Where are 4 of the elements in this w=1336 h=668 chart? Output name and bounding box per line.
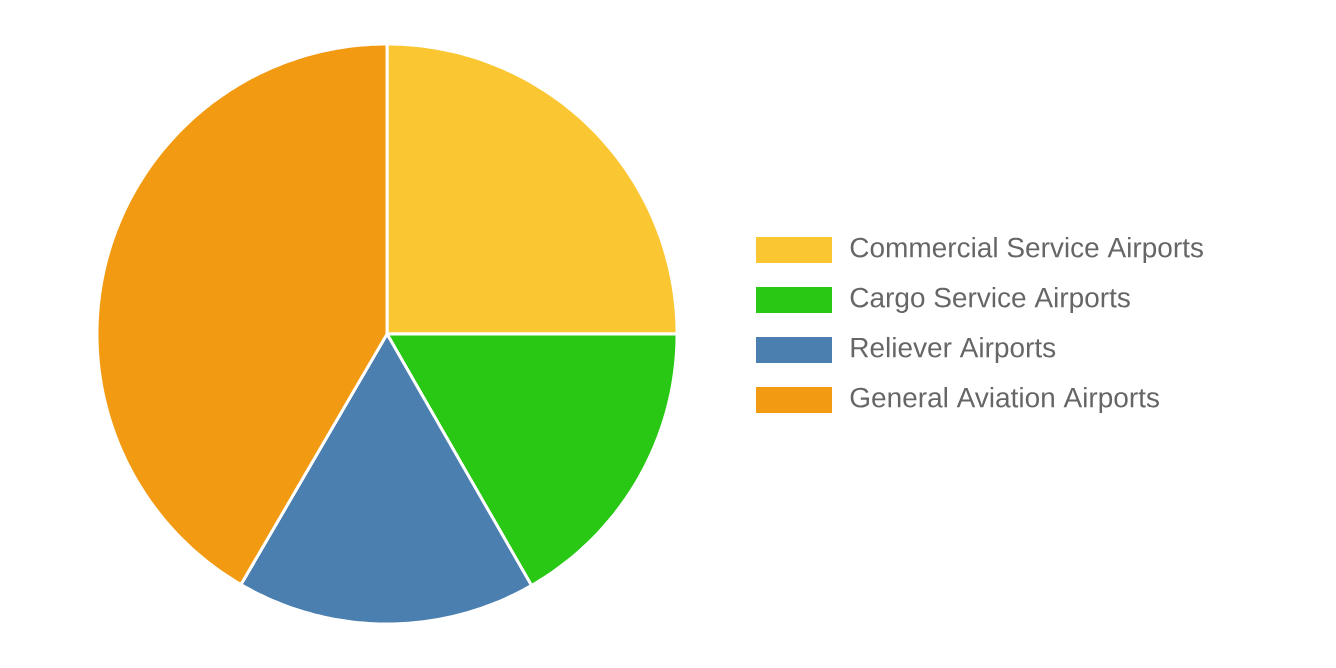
legend-label: Cargo Service Airports bbox=[850, 286, 1130, 314]
legend-label: Commercial Service Airports bbox=[850, 236, 1203, 264]
legend-label: General Aviation Airports bbox=[850, 386, 1159, 414]
legend-label: Reliever Airports bbox=[851, 336, 1056, 364]
